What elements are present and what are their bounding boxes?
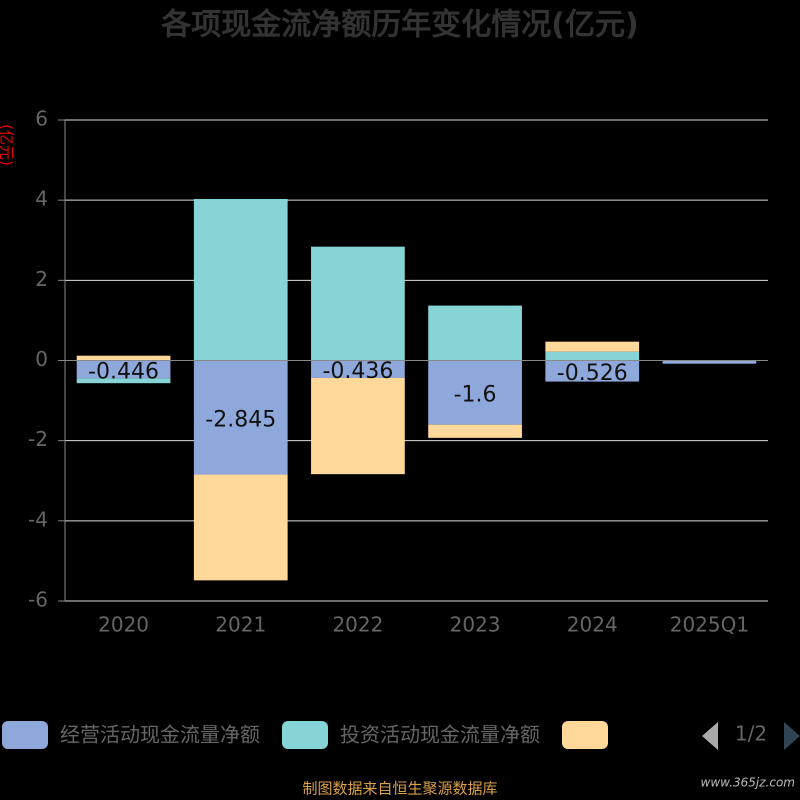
legend-label: 投资活动现金流量净额 [340, 723, 540, 747]
legend-label: 经营活动现金流量净额 [60, 723, 260, 747]
x-tick-label: 2023 [450, 613, 501, 637]
y-axis-label: (亿元) [0, 124, 16, 166]
bar-segment [76, 378, 171, 384]
legend-prev[interactable] [702, 722, 718, 750]
bar-segment [662, 360, 757, 364]
source-note: 制图数据来自恒生聚源数据库 [302, 780, 497, 798]
x-tick-label: 2021 [215, 613, 266, 637]
bar-segment [545, 351, 640, 361]
bar-segment [428, 360, 522, 425]
bar-segment [311, 377, 405, 475]
value-label: -0.526 [557, 361, 628, 386]
y-tick-label: 6 [35, 107, 48, 131]
bar-segment [193, 474, 288, 581]
bar-segment [545, 360, 640, 382]
y-tick-label: 2 [35, 267, 48, 291]
bar-segment [311, 246, 405, 361]
legend-next[interactable] [784, 722, 800, 750]
chart-title: 各项现金流净额历年变化情况(亿元) [160, 8, 638, 43]
legend-page: 1/2 [735, 722, 767, 746]
legend-swatch [282, 721, 328, 749]
value-label: -1.6 [454, 383, 497, 408]
watermark: www.365jz.com [701, 776, 795, 790]
bar-segment [76, 360, 171, 379]
y-tick-label: -4 [28, 507, 48, 531]
y-tick-label: 0 [35, 347, 48, 371]
x-tick-label: 2025Q1 [670, 613, 749, 637]
bar-segment [545, 341, 640, 352]
y-tick-label: -2 [28, 427, 48, 451]
value-label: -2.845 [205, 408, 276, 433]
value-label: -0.436 [322, 359, 393, 384]
x-tick-label: 2020 [98, 613, 149, 637]
bar-segment [428, 305, 522, 361]
x-tick-label: 2024 [567, 613, 618, 637]
value-label: -0.446 [88, 359, 159, 384]
y-tick-label: -6 [28, 588, 48, 612]
bar-segment [193, 360, 288, 475]
legend-swatch [2, 721, 48, 749]
bar-segment [428, 424, 522, 438]
legend-swatch [562, 721, 608, 749]
x-tick-label: 2022 [332, 613, 383, 637]
bar-segment [193, 198, 288, 361]
y-tick-label: 4 [35, 187, 48, 211]
bar-segment [311, 360, 405, 378]
bar-segment [76, 355, 171, 361]
